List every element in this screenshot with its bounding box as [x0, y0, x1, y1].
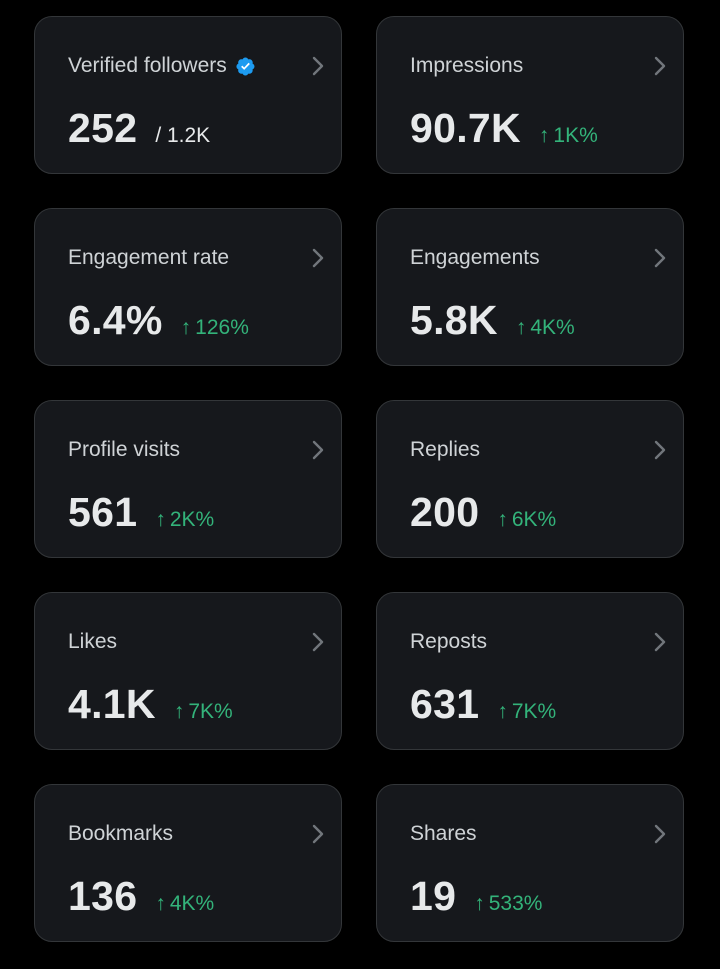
arrow-up-icon: ↑	[538, 124, 550, 147]
metric-total: / 1.2K	[155, 124, 211, 147]
metric-value: 136	[68, 873, 138, 919]
chevron-right-icon[interactable]	[653, 630, 667, 654]
chevron-right-icon[interactable]	[311, 246, 325, 270]
metric-card-likes[interactable]: Likes 4.1K ↑ 7K%	[34, 592, 342, 750]
metric-value: 252	[68, 105, 138, 151]
metric-value: 200	[410, 489, 480, 535]
metric-value: 19	[410, 873, 457, 919]
metric-label: Likes	[68, 630, 118, 653]
arrow-up-icon: ↑	[180, 316, 192, 339]
metric-change: ↑ 7K%	[174, 700, 233, 724]
metric-label-text: Verified followers	[68, 54, 227, 77]
metric-value: 631	[410, 681, 480, 727]
metric-change-value: 1K%	[553, 124, 598, 147]
metric-label: Impressions	[410, 54, 524, 77]
chevron-right-icon[interactable]	[311, 438, 325, 462]
metric-change-value: 126%	[195, 316, 249, 339]
metric-label: Bookmarks	[68, 822, 174, 845]
arrow-up-icon: ↑	[155, 508, 166, 531]
metric-value-row: 90.7K ↑ 1K%	[410, 105, 598, 152]
metric-label: Shares	[410, 822, 477, 845]
metric-card-bookmarks[interactable]: Bookmarks 136 ↑ 4K%	[34, 784, 342, 942]
metric-card-replies[interactable]: Replies 200 ↑ 6K%	[376, 400, 684, 558]
verified-badge-icon	[235, 56, 256, 77]
metric-label: Replies	[410, 438, 481, 461]
metric-value: 6.4%	[68, 297, 163, 343]
metric-label: Engagements	[410, 246, 540, 269]
metric-value-row: 561 ↑ 2K%	[68, 489, 214, 536]
metric-change-value: 6K%	[511, 508, 557, 531]
metric-label: Verified followers	[68, 53, 256, 79]
metric-card-engagements[interactable]: Engagements 5.8K ↑ 4K%	[376, 208, 684, 366]
metric-label: Reposts	[410, 630, 488, 653]
chevron-right-icon[interactable]	[653, 822, 667, 846]
chevron-right-icon[interactable]	[311, 822, 325, 846]
metric-change: ↑ 6K%	[497, 508, 556, 532]
metric-value-row: 200 ↑ 6K%	[410, 489, 556, 536]
metric-card-profile-visits[interactable]: Profile visits 561 ↑ 2K%	[34, 400, 342, 558]
chevron-right-icon[interactable]	[311, 630, 325, 654]
arrow-up-icon: ↑	[497, 508, 508, 531]
metric-value-row: 6.4% ↑ 126%	[68, 297, 249, 344]
metric-change-value: 4K%	[530, 316, 575, 339]
metric-change-value: 4K%	[169, 892, 215, 915]
metric-label: Profile visits	[68, 438, 181, 461]
metric-label: Engagement rate	[68, 246, 230, 269]
metric-change: ↑ 4K%	[155, 892, 214, 916]
arrow-up-icon: ↑	[474, 892, 485, 915]
chevron-right-icon[interactable]	[653, 246, 667, 270]
metric-value-row: 4.1K ↑ 7K%	[68, 681, 233, 728]
metric-value: 561	[68, 489, 138, 535]
metric-card-verified-followers[interactable]: Verified followers 252 / 1.2K	[34, 16, 342, 174]
metric-change: ↑ 4K%	[516, 316, 575, 340]
metric-card-reposts[interactable]: Reposts 631 ↑ 7K%	[376, 592, 684, 750]
arrow-up-icon: ↑	[155, 892, 166, 915]
metric-change: ↑ 126%	[181, 316, 249, 340]
metric-value-row: 631 ↑ 7K%	[410, 681, 556, 728]
metric-change-value: 7K%	[188, 700, 233, 723]
metric-value-row: 5.8K ↑ 4K%	[410, 297, 575, 344]
metric-value: 90.7K	[410, 105, 521, 151]
metric-value-row: 136 ↑ 4K%	[68, 873, 214, 920]
metric-value-row: 252 / 1.2K	[68, 105, 210, 152]
arrow-up-icon: ↑	[497, 700, 508, 723]
metric-change-value: 2K%	[169, 508, 215, 531]
metric-card-shares[interactable]: Shares 19 ↑ 533%	[376, 784, 684, 942]
metric-change: ↑ 1K%	[539, 124, 598, 148]
arrow-up-icon: ↑	[173, 700, 185, 723]
metric-card-impressions[interactable]: Impressions 90.7K ↑ 1K%	[376, 16, 684, 174]
metric-change: ↑ 7K%	[497, 700, 556, 724]
chevron-right-icon[interactable]	[311, 54, 325, 78]
metric-change-value: 533%	[488, 892, 543, 915]
chevron-right-icon[interactable]	[653, 438, 667, 462]
metric-change: ↑ 533%	[474, 892, 542, 916]
metric-value-row: 19 ↑ 533%	[410, 873, 542, 920]
metric-change: ↑ 2K%	[155, 508, 214, 532]
metric-card-engagement-rate[interactable]: Engagement rate 6.4% ↑ 126%	[34, 208, 342, 366]
metric-change-value: 7K%	[511, 700, 557, 723]
metric-value: 5.8K	[410, 297, 498, 343]
chevron-right-icon[interactable]	[653, 54, 667, 78]
metric-value: 4.1K	[68, 681, 156, 727]
arrow-up-icon: ↑	[515, 316, 527, 339]
